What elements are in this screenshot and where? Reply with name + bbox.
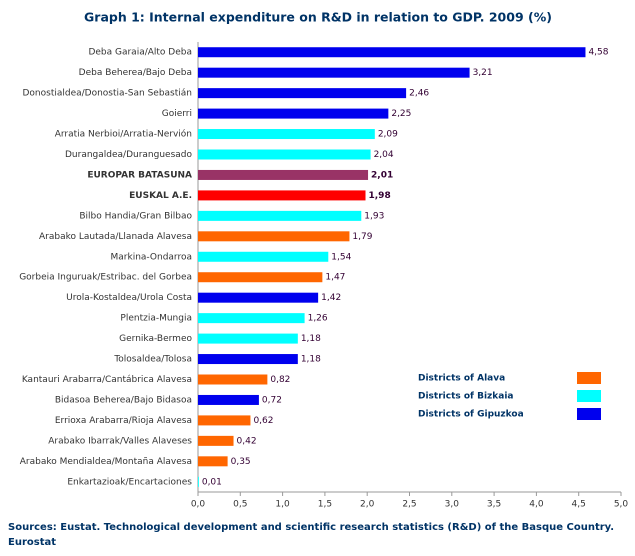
bar xyxy=(198,149,371,160)
y-tick-label: Donostialdea/Donostia-San Sebastián xyxy=(22,89,192,99)
bar xyxy=(198,231,350,242)
bar xyxy=(198,129,375,140)
y-tick-label: Bilbo Handia/Gran Bilbao xyxy=(79,211,192,221)
value-label: 2,01 xyxy=(371,170,393,180)
value-label: 0,01 xyxy=(202,477,222,487)
value-label: 1,98 xyxy=(369,191,391,201)
bar xyxy=(198,251,329,262)
value-label: 0,35 xyxy=(231,457,251,467)
bar xyxy=(198,435,234,446)
bar xyxy=(198,67,470,78)
chart-title: Graph 1: Internal expenditure on R&D in … xyxy=(84,10,552,25)
x-tick-label: 2,5 xyxy=(402,500,416,510)
value-label: 0,82 xyxy=(270,375,290,385)
value-label: 3,21 xyxy=(473,68,493,78)
y-tick-label: Deba Beherea/Bajo Deba xyxy=(79,68,192,78)
bar xyxy=(198,394,259,405)
bar xyxy=(198,456,228,467)
y-tick-label: Markina-Ondarroa xyxy=(111,252,193,262)
y-tick-label: Durangaldea/Duranguesado xyxy=(65,150,193,160)
value-label: 1,93 xyxy=(364,211,384,221)
bar xyxy=(198,374,268,385)
legend-label: Districts of Gipuzkoa xyxy=(418,410,524,420)
bar xyxy=(198,333,298,344)
value-label: 4,58 xyxy=(588,48,608,58)
y-tick-label: Urola-Kostaldea/Urola Costa xyxy=(66,293,192,303)
bar xyxy=(198,47,586,58)
y-tick-label: Tolosaldea/Tolosa xyxy=(113,355,192,365)
x-tick-label: 3,0 xyxy=(445,500,460,510)
y-tick-label: Gorbeia Inguruak/Estribac. del Gorbea xyxy=(19,273,192,283)
bar xyxy=(198,169,369,180)
bar xyxy=(198,292,319,303)
y-tick-label: Plentzia-Mungia xyxy=(120,314,192,324)
bar xyxy=(198,415,251,426)
bar xyxy=(198,88,407,99)
value-label: 1,42 xyxy=(321,293,341,303)
legend-label: Districts of Alava xyxy=(418,374,505,384)
y-tick-label: Gernika-Bermeo xyxy=(119,334,192,344)
y-tick-label: EUROPAR BATASUNA xyxy=(87,170,192,180)
y-tick-label: Arabako Lautada/Llanada Alavesa xyxy=(39,232,192,242)
value-label: 2,04 xyxy=(374,150,394,160)
y-tick-label: Goierri xyxy=(162,109,192,119)
value-label: 1,47 xyxy=(325,273,345,283)
x-tick-label: 0,0 xyxy=(191,500,206,510)
value-label: 1,18 xyxy=(301,355,321,365)
x-tick-label: 0,5 xyxy=(233,500,247,510)
legend-box xyxy=(410,366,610,426)
y-tick-label: Kantauri Arabarra/Cantábrica Alavesa xyxy=(22,375,192,385)
x-tick-label: 4,0 xyxy=(529,500,544,510)
source-note: Sources: Eustat. Technological developme… xyxy=(8,522,615,548)
bar xyxy=(198,476,199,487)
bar xyxy=(198,272,323,283)
y-tick-label: EUSKAL A.E. xyxy=(129,191,192,201)
y-tick-label: Enkartazioak/Encartaciones xyxy=(67,477,192,487)
x-tick-label: 4,5 xyxy=(572,500,586,510)
y-tick-label: Errioxa Arabarra/Rioja Alavesa xyxy=(55,416,192,426)
value-label: 1,18 xyxy=(301,334,321,344)
value-label: 0,42 xyxy=(237,436,257,446)
bar xyxy=(198,313,305,324)
bar xyxy=(198,108,389,119)
value-label: 1,79 xyxy=(352,232,372,242)
value-label: 2,25 xyxy=(391,109,411,119)
y-tick-label: Arratia Nerbioi/Arratia-Nervión xyxy=(55,129,192,140)
x-tick-label: 1,5 xyxy=(318,500,332,510)
value-label: 0,62 xyxy=(253,416,273,426)
x-tick-label: 1,0 xyxy=(275,500,290,510)
legend-swatch xyxy=(577,372,601,384)
y-tick-label: Deba Garaia/Alto Deba xyxy=(88,48,192,58)
bar xyxy=(198,190,366,201)
value-label: 0,72 xyxy=(262,395,282,405)
x-tick-label: 5,0 xyxy=(614,500,629,510)
legend-label: Districts of Bizkaia xyxy=(418,392,514,402)
y-tick-label: Arabako Ibarrak/Valles Alaveses xyxy=(48,436,192,446)
value-label: 1,26 xyxy=(308,314,328,324)
y-tick-label: Arabako Mendialdea/Montaña Alavesa xyxy=(20,457,192,467)
bar xyxy=(198,210,362,221)
value-label: 2,09 xyxy=(378,130,398,140)
x-tick-label: 3,5 xyxy=(487,500,501,510)
y-tick-label: Bidasoa Beherea/Bajo Bidasoa xyxy=(55,395,192,405)
value-label: 2,46 xyxy=(409,89,429,99)
legend-swatch xyxy=(577,408,601,420)
value-label: 1,54 xyxy=(331,252,351,262)
bar xyxy=(198,354,298,365)
legend-swatch xyxy=(577,390,601,402)
x-tick-label: 2,0 xyxy=(360,500,375,510)
